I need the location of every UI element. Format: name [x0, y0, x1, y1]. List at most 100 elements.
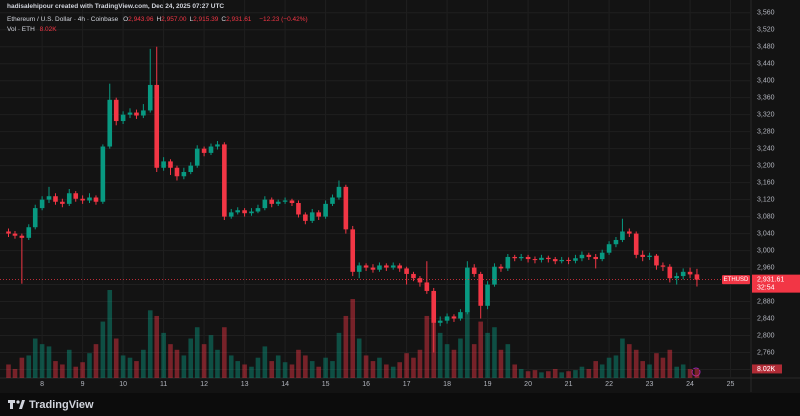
volume-bar: [606, 357, 612, 378]
y-tick-label: 3,320: [757, 112, 775, 119]
x-tick-label: 11: [160, 381, 167, 388]
logo: [8, 400, 25, 409]
volume-bar: [194, 327, 200, 378]
volume-bar: [458, 338, 463, 378]
candle-body: [498, 266, 504, 269]
candle-body: [687, 271, 693, 275]
y-tick-label: 3,200: [757, 162, 775, 169]
volume-bar: [303, 355, 308, 378]
candle-body: [134, 112, 139, 116]
volume-bar: [674, 366, 680, 378]
grid: [0, 0, 750, 378]
candle-body: [546, 257, 551, 260]
volume-bar: [667, 349, 673, 378]
volume-bar: [87, 353, 92, 378]
x-tick-label: 23: [646, 381, 654, 388]
volume-bar: [275, 355, 281, 378]
volume-bar: [485, 332, 490, 378]
x-tick-label: 15: [322, 381, 330, 388]
candle-body: [66, 193, 72, 204]
symbol-tag: [722, 275, 750, 285]
candle-body: [174, 167, 180, 177]
candle-body: [255, 208, 261, 212]
candle-body: [478, 273, 483, 306]
credit: hadisalehipour created with TradingView.…: [7, 3, 225, 10]
volume-bar: [100, 321, 106, 378]
candle-body: [127, 112, 133, 115]
candle-body: [390, 265, 396, 268]
volume-bar: [269, 361, 275, 378]
y-tick-label: 3,120: [757, 196, 775, 203]
candle-body: [323, 203, 328, 217]
y-tick-label: 3,400: [757, 78, 775, 85]
volume-bar: [181, 355, 187, 378]
volume-bar: [350, 299, 356, 378]
candle-body: [154, 84, 160, 168]
volume-bar: [161, 332, 166, 378]
volume-bar: [498, 349, 504, 378]
candle-body: [573, 258, 578, 261]
volume-bar: [174, 349, 180, 378]
ohlc-value: 2,957.00: [161, 16, 187, 23]
candle-body: [262, 199, 268, 209]
volume-bar: [309, 361, 315, 378]
ohlc: O2,943.96 H2,957.00 L2,915.39 C2,931.61: [123, 16, 254, 23]
candle-body: [512, 256, 518, 259]
volume-bar: [208, 335, 214, 378]
candle-body: [6, 231, 11, 234]
candle-body: [417, 278, 423, 283]
candle-body: [60, 201, 65, 204]
y-tick-label: 3,520: [757, 27, 775, 34]
candle-body: [113, 99, 119, 122]
x-tick-label: 12: [200, 381, 208, 388]
candle-body: [93, 197, 99, 202]
y-tick-label: 3,280: [757, 129, 775, 136]
candle-body: [411, 273, 416, 279]
candle-body: [100, 146, 106, 202]
candle-body: [404, 268, 409, 274]
volume-bar: [694, 368, 700, 378]
volume-bar: [19, 357, 25, 378]
candle-body: [53, 196, 58, 202]
candle-body: [222, 144, 227, 217]
candle-body: [296, 203, 301, 215]
y-tick-label: 2,760: [757, 349, 775, 356]
volume-bar: [539, 372, 544, 378]
volume-bar: [39, 344, 45, 378]
volume-bar: [437, 332, 443, 378]
ohlc-key: C: [221, 16, 227, 23]
x-tick-label: 25: [727, 381, 735, 388]
candle-body: [215, 144, 220, 147]
volume-bar: [289, 364, 295, 378]
y-tick-label: 2,880: [757, 298, 775, 305]
volume-bar: [60, 364, 65, 378]
volume-bar: [627, 344, 632, 378]
x-tick-label: 19: [484, 381, 492, 388]
candle-body: [32, 208, 38, 228]
brand: TradingView: [29, 399, 94, 411]
x-tick-label: 22: [605, 381, 613, 388]
candle-body: [26, 227, 32, 238]
volume-bar: [12, 368, 18, 378]
volume-bar: [93, 344, 99, 378]
volume-bar: [215, 349, 220, 378]
candle-body: [343, 186, 349, 230]
candle-body: [228, 212, 234, 217]
candle-body: [208, 146, 214, 153]
volume-bar: [505, 344, 511, 378]
candle-body: [73, 193, 79, 199]
volume-bar: [532, 370, 538, 378]
volume-bar: [599, 364, 605, 378]
candle-body: [141, 110, 146, 116]
y-tick-label: 3,240: [757, 145, 775, 152]
volume-bar: [552, 368, 558, 378]
volume-bar: [66, 349, 72, 378]
candle-body: [356, 265, 362, 272]
volume-bar: [417, 349, 423, 378]
price-tag: [752, 274, 800, 293]
ohlc-value: 2,943.96: [128, 16, 154, 23]
candle-body: [87, 197, 92, 201]
candle-body: [330, 197, 335, 204]
x-tick-label: 16: [362, 381, 370, 388]
volume-bar: [492, 327, 497, 378]
